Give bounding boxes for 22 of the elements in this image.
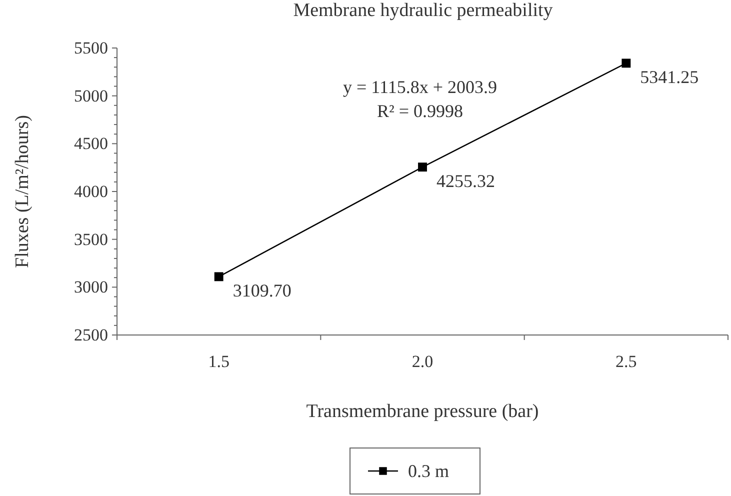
point — [214, 272, 224, 282]
legend-label: 0.3 m — [408, 461, 450, 481]
point — [622, 58, 631, 68]
data-label: 5341.25 — [640, 67, 699, 88]
chart-title: Membrane hydraulic permeability — [293, 0, 554, 21]
y-tick-label: 4500 — [74, 134, 108, 154]
data-label: 3109.70 — [232, 280, 292, 301]
x-tick-label: 2.0 — [412, 352, 434, 372]
y-tick-label: 3000 — [74, 278, 108, 297]
x-axis-title: Transmembrane pressure (bar) — [306, 401, 539, 422]
x-tick-label: 1.5 — [208, 352, 230, 372]
y-axis-title: Fluxes (L/m²/hours) — [12, 115, 33, 268]
x-tick-label: 2.5 — [616, 352, 637, 372]
y-tick-label: 5000 — [74, 86, 108, 106]
data-label: 4255.32 — [436, 171, 495, 192]
y-tick-label: 5500 — [74, 38, 108, 58]
y-tick-label: 2500 — [74, 325, 108, 344]
point — [418, 162, 427, 172]
y-tick-label: 3500 — [74, 230, 108, 249]
annotation: R² = 0.9998 — [376, 101, 464, 121]
annotation: y = 1115.8x + 2003.9 — [343, 77, 497, 97]
y-tick-label: 4000 — [74, 182, 108, 201]
